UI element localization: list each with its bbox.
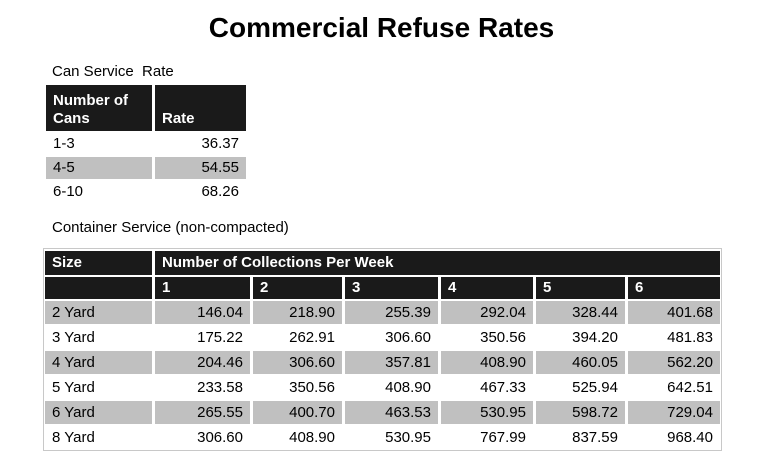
table-cell: 401.68 [628, 301, 720, 324]
table-cell: 460.05 [536, 351, 625, 374]
table-cell: 36.37 [201, 135, 239, 152]
table-cell: 306.60 [385, 328, 431, 346]
table-cell: 218.90 [253, 301, 342, 324]
table-cell: 6 Yard [45, 401, 152, 424]
table-cell: 350.56 [289, 378, 335, 396]
table-cell: 292.04 [441, 301, 533, 324]
table-cell: 328.44 [536, 301, 625, 324]
header-cell: Size [45, 251, 152, 275]
table-cell: 408.90 [289, 428, 335, 446]
container-caption: Container Service (non-compacted) [52, 219, 289, 236]
table-cell: 204.46 [155, 351, 250, 374]
title: Commercial Refuse Rates [208, 12, 555, 43]
table-cell: 481.83 [667, 328, 713, 346]
header-cell: 3 [345, 277, 438, 299]
table-cell: 408.90 [385, 378, 431, 396]
header-cell: 1 [155, 277, 250, 299]
table-cell: 8 Yard [52, 428, 95, 446]
table-cell: 146.04 [155, 301, 250, 324]
table-cell: 767.99 [480, 428, 526, 446]
table-cell: 394.20 [572, 328, 618, 346]
table-cell: 175.22 [197, 328, 243, 346]
table-cell: 729.04 [628, 401, 720, 424]
header-cell: Number of Cans [46, 85, 152, 131]
header-cell: 6 [628, 277, 720, 299]
header-cell: 2 [253, 277, 342, 299]
header-cell: Rate [155, 85, 246, 131]
table-cell: 408.90 [441, 351, 533, 374]
table-cell: 463.53 [345, 401, 438, 424]
table-cell: 525.94 [572, 378, 618, 396]
table-cell: 357.81 [345, 351, 438, 374]
table-cell: 306.60 [253, 351, 342, 374]
table-cell: 350.56 [480, 328, 526, 346]
header-cell: 5 [536, 277, 625, 299]
table-cell: 598.72 [536, 401, 625, 424]
table-cell: 837.59 [572, 428, 618, 446]
table-cell: 54.55 [155, 157, 246, 179]
table-cell: 1-3 [53, 135, 75, 152]
header-cell: 4 [441, 277, 533, 299]
table-cell: 4-5 [46, 157, 152, 179]
table-cell: 265.55 [155, 401, 250, 424]
table-cell: 642.51 [667, 378, 713, 396]
table-cell: 262.91 [289, 328, 335, 346]
table-cell: 68.26 [201, 183, 239, 200]
table-cell: 400.70 [253, 401, 342, 424]
table-cell: 4 Yard [45, 351, 152, 374]
table-cell: 255.39 [345, 301, 438, 324]
header-cell [45, 277, 152, 299]
table-cell: 233.58 [197, 378, 243, 396]
table-cell: 968.40 [667, 428, 713, 446]
table-cell: 306.60 [197, 428, 243, 446]
table-cell: 5 Yard [52, 378, 95, 396]
table-cell: 467.33 [480, 378, 526, 396]
table-border [43, 248, 722, 451]
table-cell: 3 Yard [52, 328, 95, 346]
header-cell: Number of Collections Per Week [155, 251, 720, 275]
table-cell: 2 Yard [45, 301, 152, 324]
table-cell: 530.95 [441, 401, 533, 424]
table-cell: 530.95 [385, 428, 431, 446]
table-cell: 562.20 [628, 351, 720, 374]
table-cell: 6-10 [53, 183, 84, 200]
can-caption: Can Service Rate [52, 63, 174, 80]
